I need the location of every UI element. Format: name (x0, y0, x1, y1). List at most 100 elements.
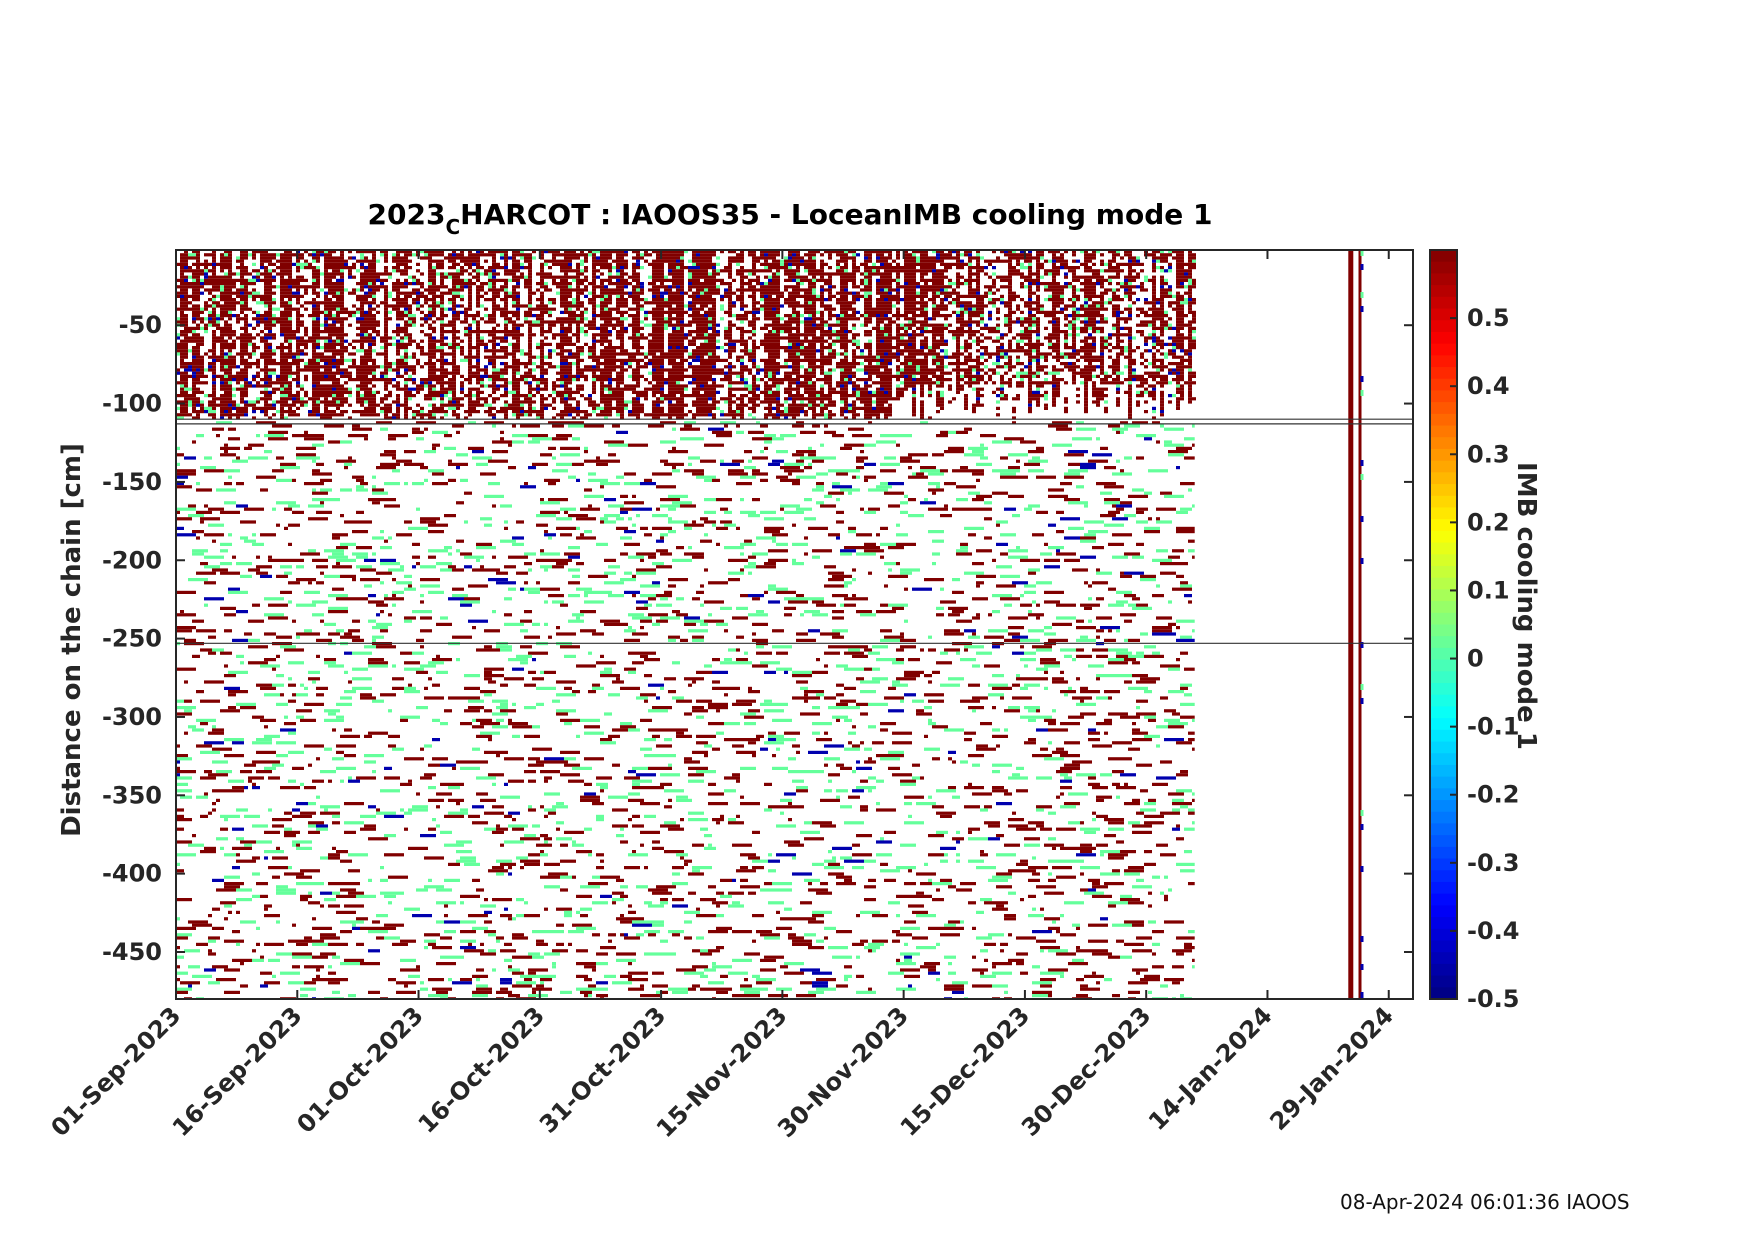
heatmap-cell (660, 330, 664, 334)
heatmap-cell (540, 253, 544, 257)
heatmap-cell (428, 278, 432, 282)
heatmap-cell (660, 349, 664, 353)
heatmap-cell (456, 262, 460, 266)
heatmap-cell (620, 323, 624, 327)
heatmap-cell (736, 294, 740, 298)
heatmap-cell (256, 301, 260, 305)
heatmap-cell (316, 384, 320, 388)
heatmap-cell (696, 413, 700, 417)
heatmap-cell (616, 410, 620, 414)
heatmap-cell (644, 362, 648, 366)
heatmap-cell (604, 250, 608, 254)
heatmap-cell (248, 291, 252, 295)
heatmap-cell (192, 381, 196, 385)
heatmap-cell (464, 256, 468, 260)
heatmap-cell (244, 269, 248, 273)
heatmap-cell (308, 397, 312, 401)
heatmap-cell (656, 285, 660, 289)
heatmap-cell (688, 394, 692, 398)
heatmap-cell (312, 400, 316, 404)
heatmap-cell (656, 416, 660, 420)
heatmap-cell (668, 378, 672, 382)
heatmap-cell (564, 413, 568, 417)
heatmap-cell (260, 253, 264, 257)
heatmap-cell (280, 326, 284, 330)
heatmap-cell (716, 406, 720, 410)
heatmap-cell (320, 358, 324, 362)
heatmap-cell (356, 365, 360, 369)
heatmap-cell (504, 378, 508, 382)
heatmap-cell (380, 400, 384, 404)
heatmap-cell (696, 349, 700, 353)
heatmap-cell (412, 368, 416, 372)
heatmap-cell (464, 358, 468, 362)
heatmap-cell (740, 288, 744, 292)
heatmap-cell (576, 406, 580, 410)
heatmap-cell (492, 310, 496, 314)
heatmap-cell (644, 259, 648, 263)
heatmap-cell (396, 262, 400, 266)
heatmap-cell (616, 294, 620, 298)
heatmap-cell (728, 269, 732, 273)
heatmap-cell (696, 371, 700, 375)
heatmap-cell (476, 374, 480, 378)
heatmap-cell (588, 298, 592, 302)
heatmap-cell (564, 339, 568, 343)
heatmap-cell (528, 394, 532, 398)
heatmap-cell (224, 310, 228, 314)
heatmap-cell (552, 278, 556, 282)
heatmap-cell (384, 362, 388, 366)
heatmap-cell (620, 374, 624, 378)
heatmap-cell (376, 285, 380, 289)
heatmap-cell (316, 282, 320, 286)
heatmap-cell (604, 406, 608, 410)
heatmap-cell (388, 317, 392, 321)
heatmap-cell (372, 326, 376, 330)
heatmap-cell (360, 262, 364, 266)
heatmap-cell (232, 378, 236, 382)
heatmap-cell (312, 358, 316, 362)
heatmap-cell (276, 362, 280, 366)
heatmap-cell (640, 307, 644, 311)
heatmap-cell (652, 275, 656, 279)
heatmap-cell (236, 320, 240, 324)
heatmap-cell (708, 403, 712, 407)
heatmap-cell (456, 304, 460, 308)
heatmap-cell (552, 387, 556, 391)
heatmap-cell (216, 326, 220, 330)
heatmap-cell (396, 349, 400, 353)
heatmap-cell (520, 403, 524, 407)
heatmap-cell (328, 368, 332, 372)
heatmap-cell (636, 253, 640, 257)
heatmap-cell (480, 253, 484, 257)
heatmap-cell (528, 294, 532, 298)
heatmap-cell (632, 269, 636, 273)
heatmap-cell (196, 352, 200, 356)
heatmap-cell (364, 298, 368, 302)
heatmap-cell (672, 294, 676, 298)
heatmap-cell (712, 291, 716, 295)
heatmap-cell (536, 390, 540, 394)
heatmap-cell (700, 403, 704, 407)
heatmap-cell (396, 310, 400, 314)
heatmap-cell (748, 272, 752, 276)
heatmap-cell (600, 387, 604, 391)
heatmap-cell (664, 381, 668, 385)
heatmap-cell (564, 278, 568, 282)
heatmap-cell (536, 416, 540, 420)
heatmap-cell (608, 291, 612, 295)
heatmap-cell (660, 381, 664, 385)
heatmap-cell (436, 381, 440, 385)
heatmap-cell (340, 285, 344, 289)
heatmap-cell (244, 406, 248, 410)
heatmap-cell (288, 253, 292, 257)
heatmap-cell (660, 320, 664, 324)
heatmap-cell (368, 333, 372, 337)
heatmap-cell (660, 394, 664, 398)
heatmap-cell (288, 413, 292, 417)
heatmap-cell (272, 336, 276, 340)
heatmap-cell (692, 253, 696, 257)
heatmap-cell (732, 410, 736, 414)
heatmap-cell (608, 320, 612, 324)
heatmap-cell (652, 314, 656, 318)
